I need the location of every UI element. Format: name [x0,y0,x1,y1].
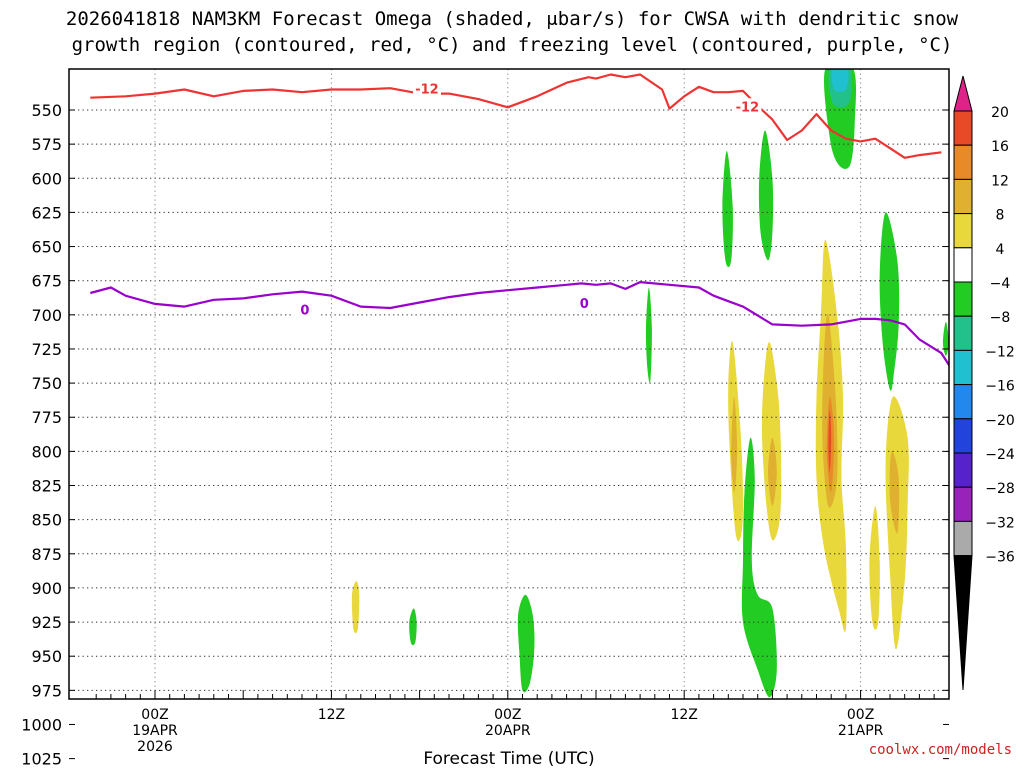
y-tick-label-850: 850 [31,511,62,530]
x-tick-label-0-0: 00Z [141,707,168,723]
omega-region-10 [831,69,849,93]
contour-line-1 [90,281,949,368]
colorbar-label-11: −28 [985,481,1015,497]
y-tick-label-700: 700 [31,306,62,325]
contour-line-0 [90,73,942,159]
colorbar-bin-9 [953,418,973,454]
y-tick-label-825: 825 [31,477,62,496]
y-tick-label-1000: 1000 [21,715,62,734]
colorbar-label-2: 12 [991,173,1009,189]
colorbar-label-1: 16 [991,139,1009,155]
omega-region-18 [869,506,880,630]
gridlines [69,69,949,699]
colorbar-label-8: −16 [985,379,1015,395]
y-axis: 550 575 600 625 650 675 700 725 750 775 800 825 850 8… [21,101,949,768]
y-tick-label-925: 925 [31,613,62,632]
contour-label-2: 0 [300,304,309,319]
colorbar-label-3: 8 [996,208,1005,224]
colorbar-label-10: −24 [985,447,1015,463]
omega-region-26 [731,396,738,493]
omega-region-2 [517,594,535,693]
contour-label-bg-2 [290,301,319,318]
y-tick-label-725: 725 [31,340,62,359]
colorbar-bin-7 [953,349,973,386]
y-tick-label-750: 750 [31,374,62,393]
omega-region-0 [351,581,360,634]
colorbar-bin-5 [953,281,973,317]
omega-region-24 [722,151,733,268]
omega-region-5 [741,437,777,698]
x-tick-label-48-1: 21APR [838,723,884,739]
colorbar-bin-10 [953,452,973,488]
colorbar-label-7: −12 [985,344,1015,360]
colorbar: 20 16 12 8 4 −4 −8 −12 −16 −20 −24 −28 −32 −36 [953,75,1015,691]
colorbar-bin-8 [953,384,973,420]
y-tick-label-950: 950 [31,647,62,666]
omega-region-15 [879,212,900,391]
omega-region-3 [645,287,652,383]
colorbar-bin-0 [953,110,973,146]
y-tick-label-800: 800 [31,442,62,461]
omega-region-1 [409,608,417,646]
x-tick-label-0-1: 19APR [132,723,178,739]
contour-label-0: -12 [415,83,439,98]
omega-region-19 [942,321,949,356]
x-tick-label-48-0: 00Z [847,707,874,723]
y-tick-label-675: 675 [31,272,62,291]
x-tick-label-36-0: 12Z [670,707,697,723]
y-tick-label-575: 575 [31,135,62,154]
y-tick-label-975: 975 [31,681,62,700]
plot-area: -12 -12 0 0 [69,69,949,699]
y-tick-label-900: 900 [31,579,62,598]
contour-label-bg-3 [570,294,599,311]
colorbar-bin-4 [953,247,973,283]
colorbar-label-4: 4 [996,242,1005,258]
colorbar-bin-2 [953,178,973,215]
x-tick-label-24-0: 00Z [494,707,521,723]
omega-region-7 [768,437,777,506]
omega-shading [351,69,949,698]
x-axis-title: Forecast Time (UTC) [423,749,594,768]
contour-label-bg-0 [412,80,441,97]
y-tick-label-625: 625 [31,203,62,222]
colorbar-bin-11 [953,486,973,522]
contour-label-bg-1 [733,98,762,115]
colorbar-label-13: −36 [985,550,1015,566]
y-tick-label-1025: 1025 [21,750,62,768]
colorbar-label-12: −32 [985,515,1015,531]
x-tick-label-0-2: 2026 [137,739,173,755]
omega-region-14 [828,410,832,472]
y-tick-label-550: 550 [31,101,62,120]
y-tick-label-775: 775 [31,408,62,427]
colorbar-label-0: 20 [991,105,1009,121]
colorbar-bin-1 [953,144,973,180]
colorbar-bin-6 [953,315,973,351]
omega-region-17 [889,450,900,534]
colorbar-label-9: −20 [985,413,1015,429]
contours: -12 -12 0 0 [90,73,949,368]
y-tick-label-875: 875 [31,545,62,564]
contour-label-3: 0 [580,297,589,312]
colorbar-bin-3 [953,213,973,249]
x-tick-label-12-0: 12Z [318,707,345,723]
plot-frame [68,68,950,700]
credit-link[interactable]: coolwx.com/models [869,742,1012,758]
omega-region-4 [758,130,774,261]
colorbar-bottom-arrow [953,555,973,691]
y-tick-label-600: 600 [31,169,62,188]
chart-title-line-1: 2026041818 NAM3KM Forecast Omega (shaded… [66,8,959,30]
colorbar-bin-12 [953,520,973,557]
y-tick-label-650: 650 [31,238,62,257]
colorbar-label-5: −4 [990,276,1011,292]
colorbar-label-6: −8 [990,310,1011,326]
chart-title-line-2: growth region (contoured, red, °C) and f… [72,34,953,56]
contour-label-1: -12 [736,100,760,115]
x-tick-label-24-1: 20APR [485,723,531,739]
